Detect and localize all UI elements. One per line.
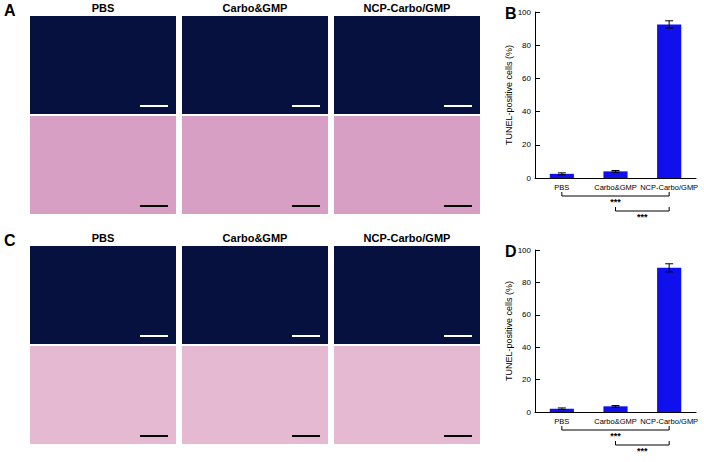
- svg-text:PBS: PBS: [554, 417, 569, 426]
- svg-text:NCP-Carbo/GMP: NCP-Carbo/GMP: [364, 232, 451, 244]
- svg-text:80: 80: [522, 278, 531, 287]
- svg-text:40: 40: [522, 343, 531, 352]
- svg-text:40: 40: [522, 107, 531, 116]
- svg-text:NCP-Carbo/GMP: NCP-Carbo/GMP: [640, 183, 698, 192]
- svg-text:***: ***: [610, 197, 621, 207]
- svg-text:TUNEL-positive cells (%): TUNEL-positive cells (%): [504, 45, 514, 145]
- svg-text:TUNEL-positive cells (%): TUNEL-positive cells (%): [504, 281, 514, 381]
- svg-text:A: A: [4, 2, 16, 19]
- svg-text:B: B: [505, 5, 517, 22]
- svg-text:60: 60: [522, 310, 531, 319]
- svg-text:Carbo&GMP: Carbo&GMP: [594, 417, 637, 426]
- svg-text:NCP-Carbo/GMP: NCP-Carbo/GMP: [364, 2, 451, 14]
- svg-text:20: 20: [522, 375, 531, 384]
- svg-text:NCP-Carbo/GMP: NCP-Carbo/GMP: [640, 417, 698, 426]
- svg-text:D: D: [505, 243, 517, 260]
- svg-text:0: 0: [527, 174, 532, 183]
- svg-text:100: 100: [518, 246, 532, 255]
- svg-text:Carbo&GMP: Carbo&GMP: [594, 183, 637, 192]
- svg-text:0: 0: [527, 408, 532, 417]
- svg-text:***: ***: [637, 446, 648, 456]
- svg-text:PBS: PBS: [92, 2, 115, 14]
- svg-text:***: ***: [610, 431, 621, 441]
- svg-text:20: 20: [522, 140, 531, 149]
- svg-text:***: ***: [637, 212, 648, 222]
- svg-text:80: 80: [522, 41, 531, 50]
- svg-text:PBS: PBS: [92, 232, 115, 244]
- svg-text:100: 100: [518, 8, 532, 17]
- svg-text:Carbo&GMP: Carbo&GMP: [223, 2, 288, 14]
- svg-text:PBS: PBS: [554, 183, 569, 192]
- svg-text:Carbo&GMP: Carbo&GMP: [223, 232, 288, 244]
- svg-text:C: C: [4, 232, 16, 249]
- svg-text:60: 60: [522, 74, 531, 83]
